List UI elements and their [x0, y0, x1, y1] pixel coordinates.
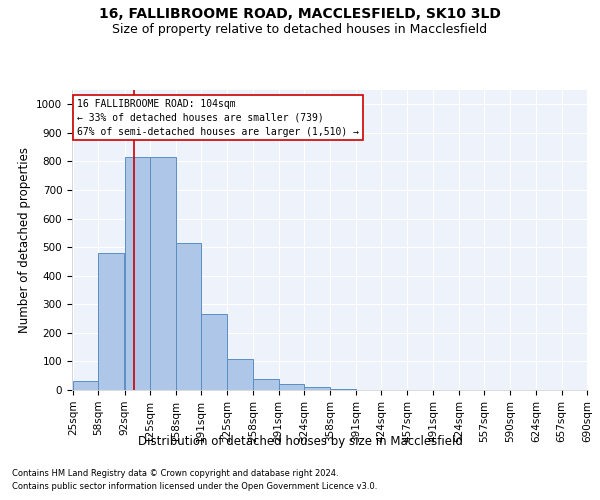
Text: Distribution of detached houses by size in Macclesfield: Distribution of detached houses by size … — [137, 435, 463, 448]
Bar — [98, 253, 124, 390]
Bar — [304, 387, 329, 390]
Text: Size of property relative to detached houses in Macclesfield: Size of property relative to detached ho… — [112, 22, 488, 36]
Bar — [73, 382, 98, 390]
Y-axis label: Number of detached properties: Number of detached properties — [17, 147, 31, 333]
Bar — [176, 243, 201, 390]
Bar — [278, 384, 304, 390]
Bar — [331, 388, 356, 390]
Bar — [227, 358, 253, 390]
Text: Contains public sector information licensed under the Open Government Licence v3: Contains public sector information licen… — [12, 482, 377, 491]
Text: 16, FALLIBROOME ROAD, MACCLESFIELD, SK10 3LD: 16, FALLIBROOME ROAD, MACCLESFIELD, SK10… — [99, 8, 501, 22]
Text: Contains HM Land Registry data © Crown copyright and database right 2024.: Contains HM Land Registry data © Crown c… — [12, 469, 338, 478]
Bar — [150, 157, 176, 390]
Bar — [125, 157, 150, 390]
Text: 16 FALLIBROOME ROAD: 104sqm
← 33% of detached houses are smaller (739)
67% of se: 16 FALLIBROOME ROAD: 104sqm ← 33% of det… — [77, 98, 359, 136]
Bar — [253, 378, 278, 390]
Bar — [201, 314, 227, 390]
